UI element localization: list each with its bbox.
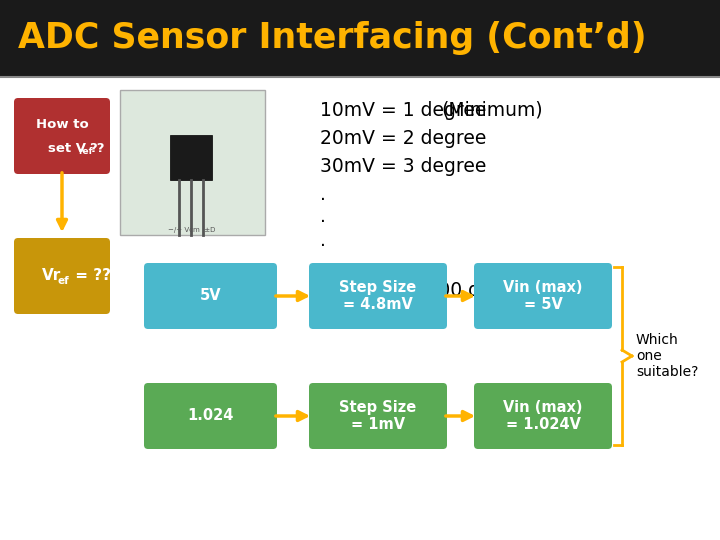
Text: .: . bbox=[320, 231, 326, 249]
FancyBboxPatch shape bbox=[120, 90, 265, 235]
Text: ef: ef bbox=[58, 276, 70, 286]
Text: .: . bbox=[320, 253, 326, 273]
Text: 30mV = 3 degree: 30mV = 3 degree bbox=[320, 157, 487, 176]
FancyBboxPatch shape bbox=[14, 238, 110, 314]
Text: .: . bbox=[320, 185, 326, 204]
FancyBboxPatch shape bbox=[14, 98, 110, 174]
FancyBboxPatch shape bbox=[474, 383, 612, 449]
Text: −/+ Vcm  ±D: −/+ Vcm ±D bbox=[168, 227, 216, 233]
FancyBboxPatch shape bbox=[309, 263, 447, 329]
Text: 20mV = 2 degree: 20mV = 2 degree bbox=[320, 129, 487, 147]
Text: ADC Sensor Interfacing (Cont’d): ADC Sensor Interfacing (Cont’d) bbox=[18, 21, 647, 55]
Text: ref: ref bbox=[78, 147, 93, 157]
FancyBboxPatch shape bbox=[144, 383, 277, 449]
Text: .: . bbox=[320, 207, 326, 226]
Text: 1000mV = 100 degree: 1000mV = 100 degree bbox=[320, 281, 540, 300]
Text: Vin (max)
= 5V: Vin (max) = 5V bbox=[503, 280, 582, 312]
FancyBboxPatch shape bbox=[144, 263, 277, 329]
Text: Vr: Vr bbox=[42, 268, 61, 284]
Text: Step Size
= 4.8mV: Step Size = 4.8mV bbox=[339, 280, 417, 312]
FancyBboxPatch shape bbox=[474, 263, 612, 329]
Text: (Minimum): (Minimum) bbox=[441, 100, 543, 119]
Text: 1.024: 1.024 bbox=[187, 408, 234, 423]
Text: Which
one
suitable?: Which one suitable? bbox=[636, 333, 698, 379]
Text: 5V: 5V bbox=[199, 288, 221, 303]
FancyBboxPatch shape bbox=[170, 135, 212, 180]
Text: Vin (max)
= 1.024V: Vin (max) = 1.024V bbox=[503, 400, 582, 432]
FancyBboxPatch shape bbox=[0, 0, 720, 77]
Text: (Maximum): (Maximum) bbox=[472, 281, 580, 300]
Text: = ???: = ??? bbox=[70, 268, 120, 284]
Text: ??: ?? bbox=[89, 141, 104, 154]
Text: 10mV = 1 degree: 10mV = 1 degree bbox=[320, 100, 492, 119]
FancyBboxPatch shape bbox=[309, 383, 447, 449]
Text: How to: How to bbox=[35, 118, 89, 131]
Text: Step Size
= 1mV: Step Size = 1mV bbox=[339, 400, 417, 432]
Text: set V: set V bbox=[48, 141, 86, 154]
